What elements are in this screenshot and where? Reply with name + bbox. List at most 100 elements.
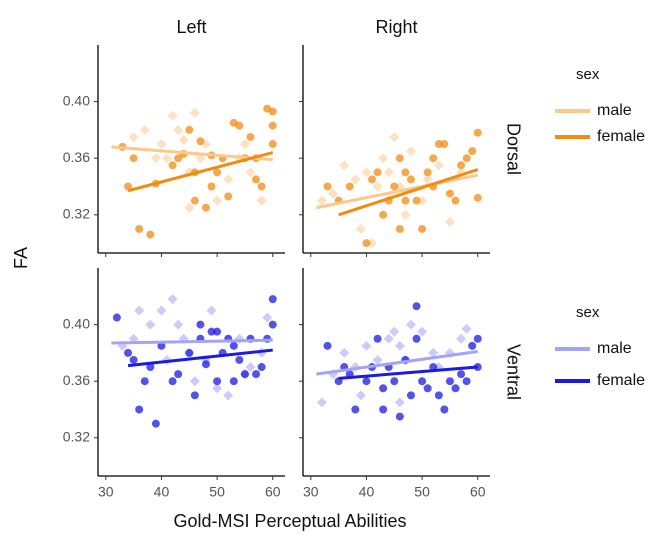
y-tick-label: 0.40 xyxy=(63,92,90,108)
point xyxy=(350,174,361,185)
point xyxy=(168,161,177,170)
point xyxy=(445,189,454,198)
point xyxy=(351,405,360,414)
point xyxy=(156,139,167,150)
point xyxy=(262,312,273,323)
point xyxy=(135,224,144,233)
point xyxy=(145,319,156,330)
point xyxy=(473,193,482,202)
x-tick-label: 60 xyxy=(470,484,486,500)
point xyxy=(174,370,183,379)
point xyxy=(451,384,460,393)
point xyxy=(129,154,138,163)
point xyxy=(174,154,183,163)
point xyxy=(323,182,332,191)
point xyxy=(468,341,477,350)
point xyxy=(268,121,277,130)
point xyxy=(428,347,439,358)
point xyxy=(167,294,178,305)
point xyxy=(256,195,267,206)
x-tick-label: 50 xyxy=(209,484,225,500)
point xyxy=(456,333,467,344)
fit-line xyxy=(111,338,273,345)
point xyxy=(462,154,471,163)
point xyxy=(395,412,404,421)
legend-label: female xyxy=(597,372,645,389)
point xyxy=(328,188,339,199)
point xyxy=(457,161,466,170)
point xyxy=(372,354,383,365)
point xyxy=(355,223,366,234)
point xyxy=(257,182,266,191)
y-tick-label: 0.40 xyxy=(63,315,90,331)
point xyxy=(223,390,234,401)
point xyxy=(316,195,327,206)
point xyxy=(418,377,427,386)
point xyxy=(173,124,184,135)
point xyxy=(140,377,149,386)
point xyxy=(268,107,277,116)
point xyxy=(201,203,210,212)
point xyxy=(124,182,133,191)
point xyxy=(372,181,383,192)
point xyxy=(207,182,216,191)
point xyxy=(239,139,250,150)
point xyxy=(196,320,205,329)
point xyxy=(213,327,222,336)
point xyxy=(457,370,466,379)
point xyxy=(185,125,194,134)
point xyxy=(229,341,238,350)
point xyxy=(417,326,428,337)
point xyxy=(405,146,416,157)
point xyxy=(423,384,432,393)
point xyxy=(394,340,405,351)
point xyxy=(150,153,161,164)
point xyxy=(146,363,155,372)
legend-label: female xyxy=(597,128,645,145)
legend-title: sex xyxy=(576,66,600,83)
point xyxy=(412,302,421,311)
point xyxy=(268,295,277,304)
fit-line xyxy=(316,349,478,376)
point xyxy=(316,397,327,408)
point xyxy=(339,347,350,358)
point xyxy=(345,182,354,191)
point xyxy=(461,323,472,334)
y-tick-label: 0.32 xyxy=(63,205,90,221)
point xyxy=(361,340,372,351)
point xyxy=(445,377,454,386)
point xyxy=(361,167,372,178)
x-tick-label: 40 xyxy=(359,484,375,500)
point xyxy=(373,334,382,343)
point xyxy=(223,174,234,185)
y-tick-label: 0.36 xyxy=(63,372,90,388)
x-tick-label: 40 xyxy=(154,484,170,500)
point xyxy=(379,210,388,219)
point xyxy=(178,134,189,145)
point xyxy=(112,313,121,322)
point xyxy=(257,363,266,372)
y-tick-label: 0.32 xyxy=(63,428,90,444)
point xyxy=(373,168,382,177)
point xyxy=(212,383,223,394)
point xyxy=(151,419,160,428)
point xyxy=(173,319,184,330)
fit-line xyxy=(111,145,273,162)
point xyxy=(434,140,443,149)
point xyxy=(252,175,261,184)
point xyxy=(440,140,449,149)
point xyxy=(444,216,455,227)
point xyxy=(395,154,404,163)
point xyxy=(212,195,223,206)
point xyxy=(390,377,399,386)
point xyxy=(213,168,222,177)
point xyxy=(135,405,144,414)
point xyxy=(406,391,415,400)
point xyxy=(383,167,394,178)
point xyxy=(401,168,410,177)
point xyxy=(339,160,350,171)
x-tick-label: 50 xyxy=(414,484,430,500)
point xyxy=(124,348,133,357)
point xyxy=(383,333,394,344)
